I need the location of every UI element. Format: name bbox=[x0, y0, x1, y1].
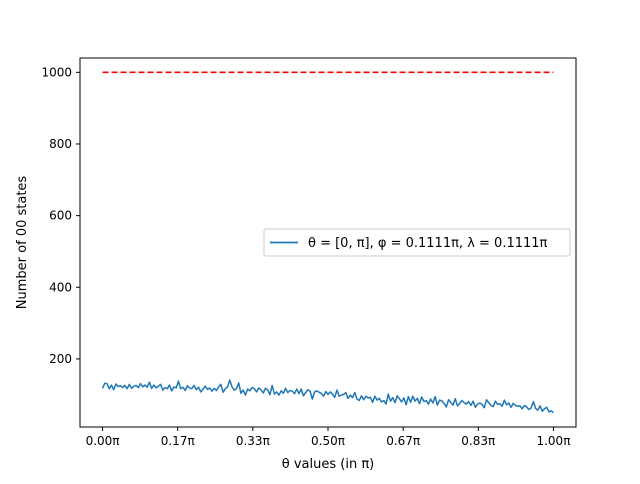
x-tick-label: 0.33π bbox=[236, 434, 270, 448]
legend-box bbox=[263, 228, 571, 257]
legend: θ = [0, π], φ = 0.1111π, λ = 0.1111π bbox=[263, 228, 571, 257]
y-tick-label: 800 bbox=[49, 137, 72, 151]
x-tick-label: 0.50π bbox=[311, 434, 345, 448]
x-tick-label: 1.00π bbox=[536, 434, 570, 448]
y-tick-label: 1000 bbox=[41, 65, 72, 79]
x-axis-label: θ values (in π) bbox=[282, 457, 374, 472]
x-tick-label: 0.17π bbox=[161, 434, 195, 448]
y-tick-label: 200 bbox=[49, 352, 72, 366]
series-layer bbox=[101, 71, 554, 414]
series-line-theta-sweep bbox=[101, 379, 554, 414]
y-tick-label: 400 bbox=[49, 280, 72, 294]
x-tick-label: 0.00π bbox=[86, 434, 120, 448]
x-tick-label: 0.67π bbox=[386, 434, 420, 448]
y-axis-label: Number of 00 states bbox=[15, 176, 30, 310]
y-tick-label: 600 bbox=[49, 209, 72, 223]
legend-label-series-1: θ = [0, π], φ = 0.1111π, λ = 0.1111π bbox=[308, 236, 548, 251]
y-axis-ticks: 200 400 600 800 1000 bbox=[41, 65, 80, 366]
x-axis-ticks: 0.00π 0.17π 0.33π 0.50π 0.67π 0.83π 1.00π bbox=[86, 427, 570, 448]
x-tick-label: 0.83π bbox=[461, 434, 495, 448]
